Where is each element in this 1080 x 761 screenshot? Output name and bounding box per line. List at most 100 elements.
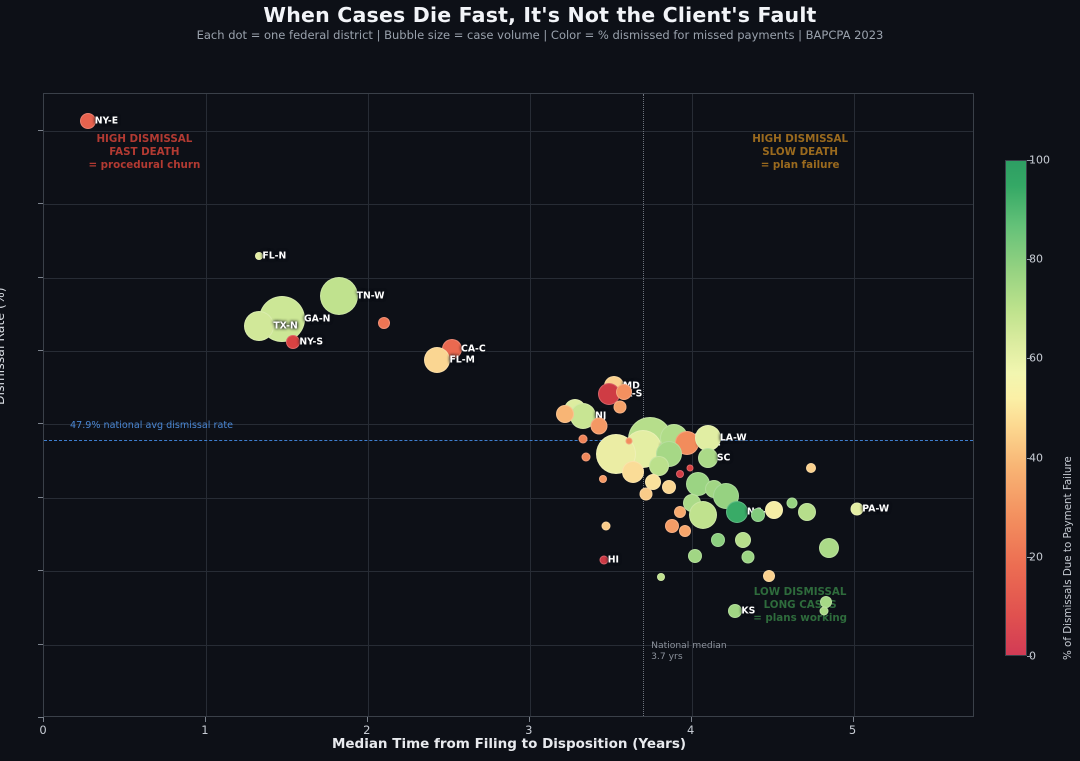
x-axis-tick-label: 4: [686, 723, 695, 737]
bubble-unlabeled[interactable]: [819, 538, 840, 559]
bubble-unlabeled[interactable]: [649, 456, 670, 477]
gridline-vertical: [205, 94, 207, 716]
bubble-unlabeled[interactable]: [625, 437, 632, 444]
y-axis-tick-mark: [38, 643, 43, 645]
bubble-unlabeled[interactable]: [590, 417, 608, 435]
bubble-unlabeled[interactable]: [644, 474, 661, 491]
y-axis-tick-mark: [38, 349, 43, 351]
colorbar-tick-label: 20: [1029, 550, 1043, 564]
bubble-unlabeled[interactable]: [786, 497, 798, 509]
gridline-vertical: [853, 94, 855, 716]
bubble-label-ga-n: GA-N: [304, 313, 331, 325]
bubble-unlabeled[interactable]: [656, 573, 665, 582]
bubble-unlabeled[interactable]: [735, 531, 752, 548]
avg-dismissal-reference-line: [44, 439, 973, 441]
bubble-unlabeled[interactable]: [806, 462, 817, 473]
bubble-fl-n[interactable]: [255, 252, 264, 261]
bubble-unlabeled[interactable]: [378, 317, 391, 330]
bubble-label-fl-m: FL-M: [449, 354, 475, 366]
bubble-hi[interactable]: [599, 555, 609, 565]
bubble-pa-w[interactable]: [850, 502, 864, 516]
quadrant-annotation-q-bottom-right: LOW DISMISSAL LONG CASES = plans working: [753, 585, 848, 625]
bubble-unlabeled[interactable]: [661, 479, 676, 494]
bubble-label-sc: SC: [716, 452, 731, 464]
bubble-fl-m[interactable]: [424, 347, 451, 374]
quadrant-annotation-q-top-left: HIGH DISMISSAL FAST DEATH = procedural c…: [88, 132, 201, 172]
bubble-label-hi: HI: [607, 554, 619, 566]
bubble-sc[interactable]: [697, 448, 718, 469]
bubble-label-ny-s: NY-S: [299, 336, 324, 348]
bubble-unlabeled[interactable]: [687, 549, 702, 564]
gridline-vertical: [529, 94, 531, 716]
x-axis-tick-label: 0: [39, 723, 47, 737]
gridline-horizontal: [44, 571, 973, 573]
colorbar-tick-label: 60: [1029, 351, 1043, 365]
bubble-unlabeled[interactable]: [797, 503, 816, 522]
bubble-unlabeled[interactable]: [763, 570, 776, 583]
bubble-label-ny-e: NY-E: [94, 115, 119, 127]
bubble-unlabeled[interactable]: [819, 606, 829, 616]
colorbar-tick-mark: [1027, 358, 1032, 360]
y-axis-tick-mark: [38, 276, 43, 278]
bubble-label-tx-n: TX-N: [273, 320, 298, 332]
bubble-label-ca-c: CA-C: [461, 343, 486, 355]
bubble-unlabeled[interactable]: [679, 524, 692, 537]
gridline-horizontal: [44, 424, 973, 426]
bubble-unlabeled[interactable]: [578, 434, 588, 444]
bubble-unlabeled[interactable]: [598, 475, 607, 484]
bubble-label-la-w: LA-W: [719, 432, 747, 444]
gridline-horizontal: [44, 497, 973, 499]
bubble-unlabeled[interactable]: [556, 405, 575, 424]
bubble-unlabeled[interactable]: [665, 518, 680, 533]
colorbar-tick-mark: [1027, 656, 1032, 657]
x-axis-tick-label: 2: [363, 723, 371, 737]
bubble-unlabeled[interactable]: [613, 400, 627, 414]
y-axis-label: Dismissal Rate (%): [0, 287, 7, 405]
bubble-unlabeled[interactable]: [710, 533, 725, 548]
y-axis-tick-mark: [38, 717, 43, 718]
bubble-unlabeled[interactable]: [751, 507, 766, 522]
x-axis-tick-mark: [366, 717, 368, 722]
y-axis-tick-mark: [38, 129, 43, 131]
x-axis-tick-mark: [43, 717, 44, 722]
bubble-ks[interactable]: [728, 603, 743, 618]
gridline-horizontal: [44, 204, 973, 206]
colorbar-tick-label: 100: [1029, 153, 1050, 167]
colorbar-tick-mark: [1027, 160, 1032, 161]
gridline-horizontal: [44, 644, 973, 646]
x-axis-tick-mark: [852, 717, 854, 722]
y-axis-tick-mark: [38, 570, 43, 572]
bubble-unlabeled[interactable]: [622, 461, 645, 484]
bubble-unlabeled[interactable]: [676, 470, 685, 479]
bubble-unlabeled[interactable]: [615, 384, 632, 401]
bubble-unlabeled[interactable]: [581, 452, 591, 462]
bubble-unlabeled[interactable]: [688, 501, 717, 530]
colorbar-gradient: [1005, 160, 1027, 656]
gridline-horizontal: [44, 277, 973, 279]
bubble-la-w[interactable]: [694, 424, 721, 451]
gridline-vertical: [691, 94, 693, 716]
gridline-horizontal: [44, 350, 973, 352]
gridline-vertical: [367, 94, 369, 716]
bubble-tx-n[interactable]: [244, 310, 275, 341]
bubble-unlabeled[interactable]: [686, 464, 694, 472]
bubble-unlabeled[interactable]: [601, 521, 611, 531]
bubble-unlabeled[interactable]: [765, 501, 784, 520]
y-axis-tick-mark: [38, 496, 43, 498]
quadrant-annotation-q-top-right: HIGH DISMISSAL SLOW DEATH = plan failure: [752, 132, 849, 172]
x-axis-tick-label: 3: [525, 723, 533, 737]
bubble-unlabeled[interactable]: [712, 482, 739, 509]
bubble-unlabeled[interactable]: [674, 506, 687, 519]
x-axis-tick-mark: [204, 717, 206, 722]
plot-area: 47.9% national avg dismissal rate Nationa…: [43, 93, 974, 717]
bubble-unlabeled[interactable]: [741, 550, 755, 564]
chart-title: When Cases Die Fast, It's Not the Client…: [263, 3, 817, 27]
bubble-ny-s[interactable]: [286, 335, 301, 350]
bubble-nc-e[interactable]: [725, 501, 748, 524]
colorbar-tick-label: 40: [1029, 451, 1043, 465]
chart-subtitle: Each dot = one federal district | Bubble…: [196, 28, 884, 42]
bubble-unlabeled[interactable]: [639, 487, 653, 501]
bubble-tn-w[interactable]: [319, 276, 358, 315]
bubble-ny-e[interactable]: [79, 113, 96, 130]
